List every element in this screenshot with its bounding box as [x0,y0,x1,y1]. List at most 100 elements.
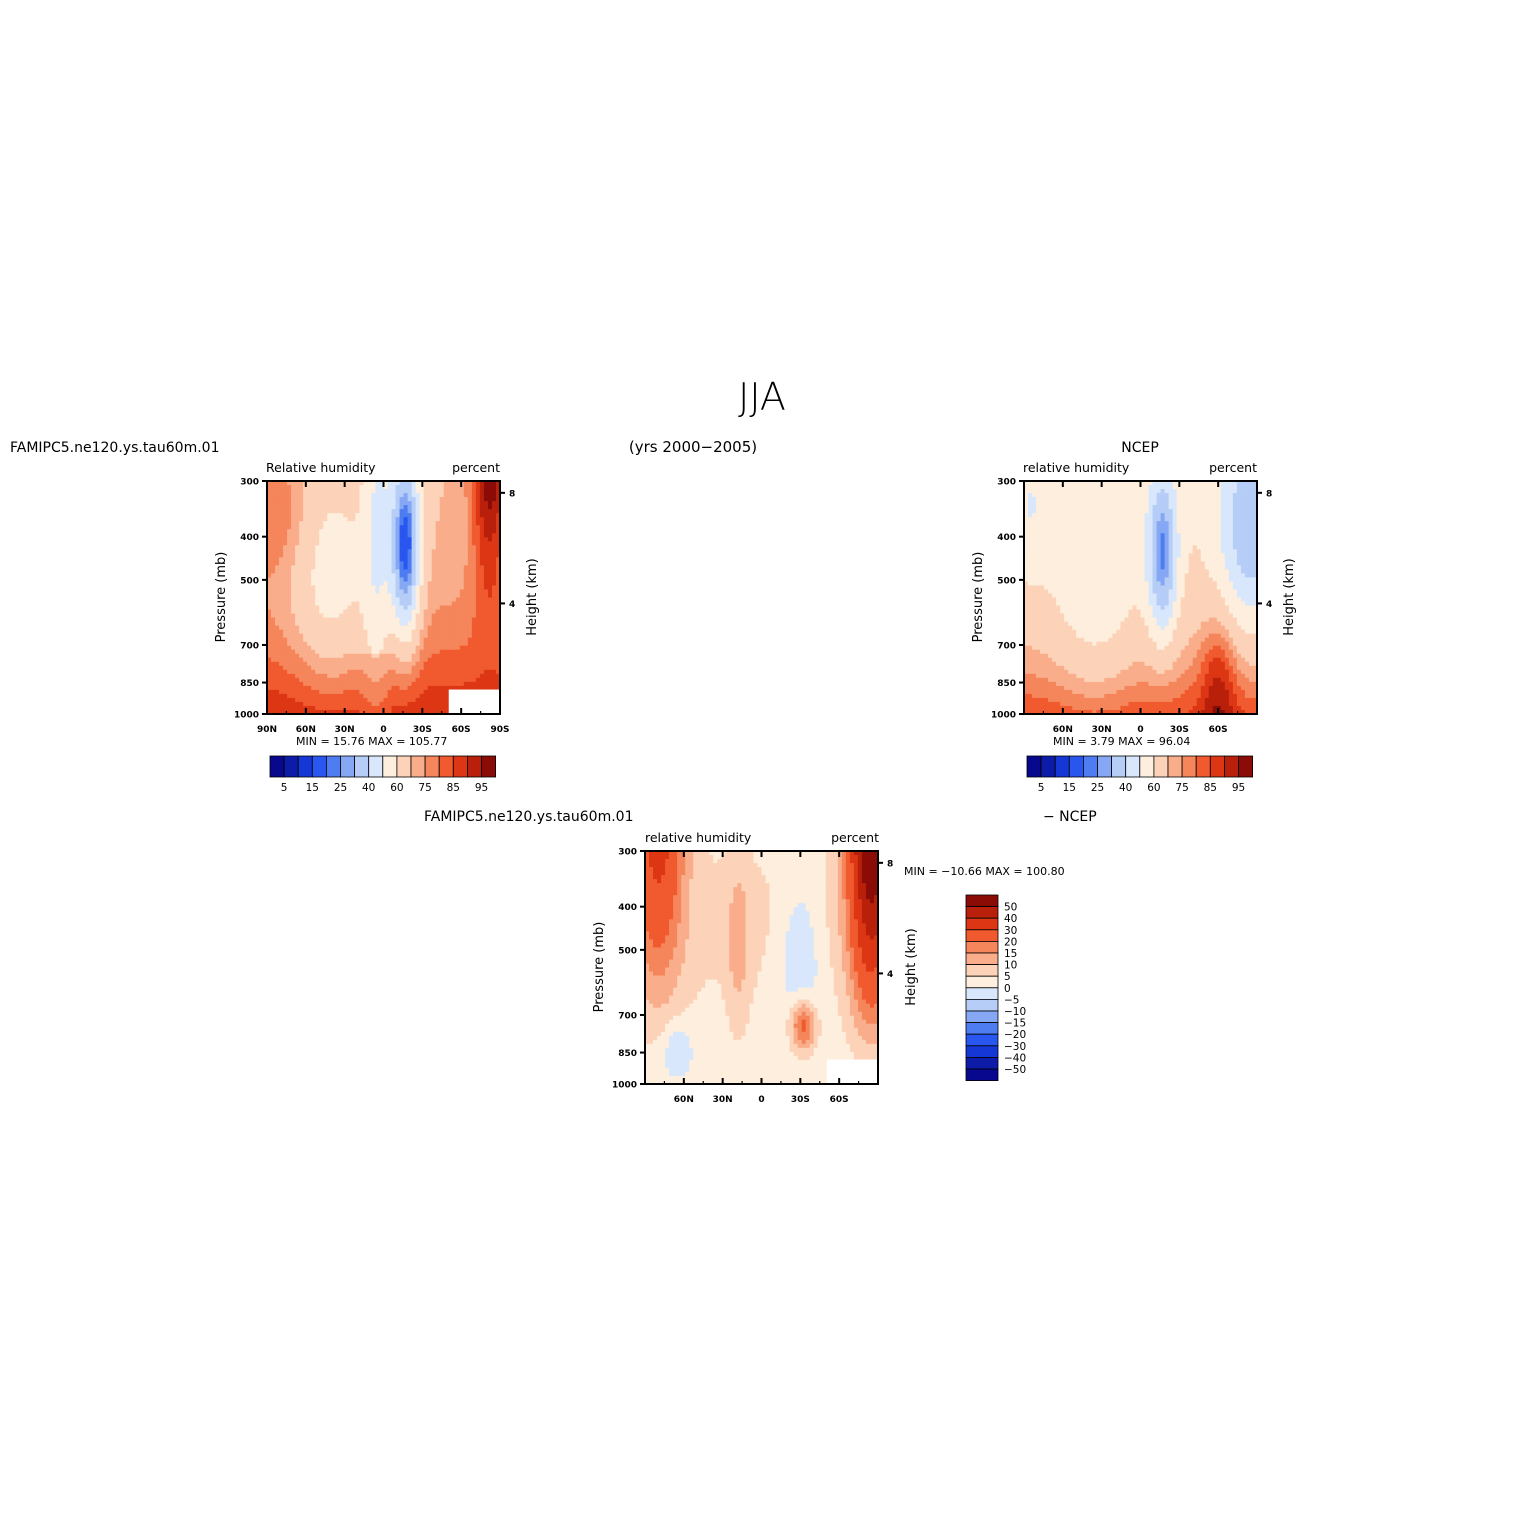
field-cell [451,645,457,651]
field-cell [1104,645,1109,651]
field-cell [391,685,397,691]
field-cell [271,621,276,627]
field-cell [279,521,284,526]
field-cell [491,545,497,550]
field-cell [311,693,316,699]
colorbar-box [382,755,398,778]
field-cell [1084,537,1089,542]
field-cell [455,601,461,607]
field-cell [475,581,481,587]
field-cell [1072,637,1077,643]
field-cell [327,629,332,635]
field-cell [339,545,344,550]
field-cell [271,593,276,599]
field-cell [1108,549,1113,554]
field-cell [391,613,397,619]
field-cell [1028,681,1033,687]
field-cell [1084,625,1089,631]
field-cell [1028,705,1033,711]
field-cell [363,701,369,707]
field-cell [1032,577,1037,583]
field-cell [427,497,433,502]
field-cell [491,569,497,574]
field-cell [323,565,328,570]
field-cell [319,621,324,627]
field-cell [455,609,461,615]
field-cell [283,521,288,526]
field-cell [299,673,304,679]
field-cell [1112,581,1117,587]
field-cell [339,609,344,615]
field-cell [367,501,373,506]
field-cell [335,657,340,663]
field-cell [407,533,413,538]
field-cell [1120,589,1126,595]
field-cell [275,685,280,691]
field-cell [495,557,501,562]
field-cell [479,613,485,619]
field-cell [451,529,457,534]
field-cell [431,629,437,635]
field-cell [1052,697,1057,703]
field-cell [443,585,449,591]
field-cell [379,609,385,615]
field-cell [343,509,348,514]
field-cell [291,521,296,526]
field-cell [495,685,501,691]
field-cell [323,553,328,558]
field-cell [1084,653,1089,659]
field-cell [1092,569,1097,574]
field-cell [1040,581,1045,587]
field-cell [339,581,344,587]
field-cell [435,493,441,498]
field-cell [1028,689,1033,695]
field-cell [407,605,413,611]
field-cell [479,517,485,522]
field-cell [311,549,316,554]
field-cell [399,517,405,522]
field-cell [295,533,300,538]
field-cell [323,689,328,695]
field-cell [1120,513,1126,518]
field-cell [271,549,276,554]
field-cell [459,673,465,679]
field-cell [423,525,429,530]
field-cell [423,513,429,518]
field-cell [343,553,348,558]
field-cell [303,661,308,667]
field-cell [367,581,373,587]
field-cell [355,677,360,683]
field-cell [483,641,489,647]
field-cell [399,597,405,603]
field-cell [335,681,340,687]
field-cell [1088,641,1093,647]
field-cell [291,621,296,627]
field-cell [351,617,356,623]
field-cell [387,497,393,502]
field-cell [343,641,348,647]
field-cell [287,565,292,570]
field-cell [1032,605,1037,611]
field-cell [323,541,328,546]
field-cell [463,625,469,631]
field-cell [1116,521,1122,526]
field-cell [471,513,477,518]
field-cell [1028,593,1033,599]
field-cell [303,653,308,659]
field-cell [1088,533,1093,538]
field-cell [435,609,441,615]
field-cell [1104,529,1109,534]
field-cell [267,629,272,635]
field-cell [1044,533,1049,538]
field-cell [439,601,445,607]
field-cell [331,633,336,639]
field-cell [335,641,340,647]
field-cell [1104,521,1109,526]
field-cell [1060,605,1065,611]
field-cell [1072,577,1077,583]
field-cell [1056,693,1061,699]
field-cell [387,541,393,546]
field-cell [479,645,485,651]
field-cell [1076,705,1081,711]
field-cell [1024,641,1029,647]
